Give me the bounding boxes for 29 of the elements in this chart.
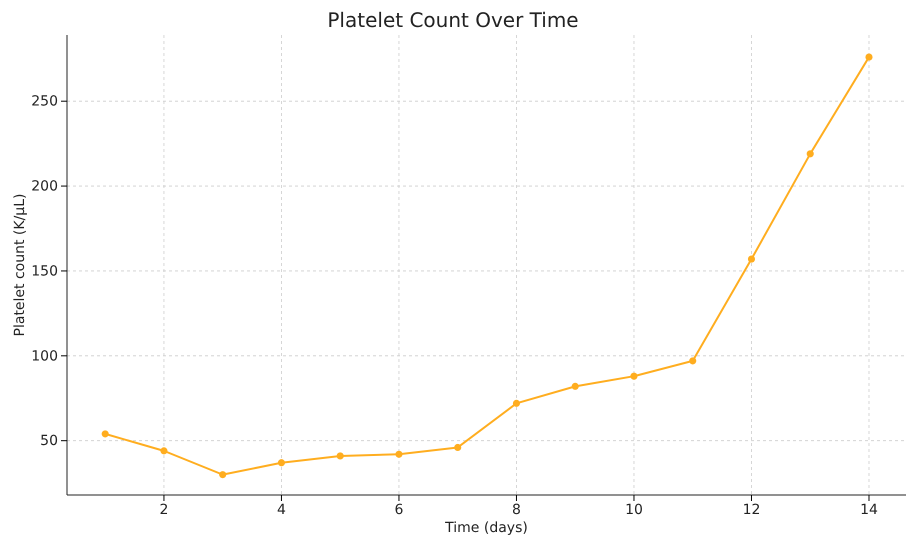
y-tick-label: 50 — [40, 433, 58, 450]
y-tick-label: 150 — [31, 263, 58, 280]
point — [219, 471, 226, 478]
x-tick-label: 8 — [512, 502, 521, 518]
y-tick-label: 250 — [31, 94, 58, 110]
x-tick-label: 2 — [159, 502, 168, 518]
point — [630, 372, 638, 380]
y-tick-label: 100 — [31, 348, 58, 364]
point — [336, 452, 344, 460]
y-tick-label: 200 — [31, 178, 58, 195]
x-tick-label: 6 — [394, 502, 404, 518]
point — [278, 459, 286, 466]
x-tick-label: 14 — [860, 502, 878, 518]
point — [748, 256, 756, 263]
point — [689, 357, 696, 364]
y-axis-title: Platelet count (K/µL) — [12, 194, 28, 336]
point — [806, 150, 814, 158]
point — [512, 400, 520, 407]
x-tick-label: 4 — [276, 502, 286, 518]
chart-title: Platelet Count Over Time — [327, 8, 579, 32]
point — [160, 447, 168, 454]
x-tick-label: 10 — [625, 502, 643, 518]
point — [395, 450, 403, 458]
point — [572, 382, 579, 390]
point — [865, 54, 873, 61]
point — [102, 430, 109, 438]
x-axis-title: Time (days) — [444, 520, 528, 536]
x-tick-label: 12 — [742, 502, 760, 518]
point — [454, 444, 462, 452]
